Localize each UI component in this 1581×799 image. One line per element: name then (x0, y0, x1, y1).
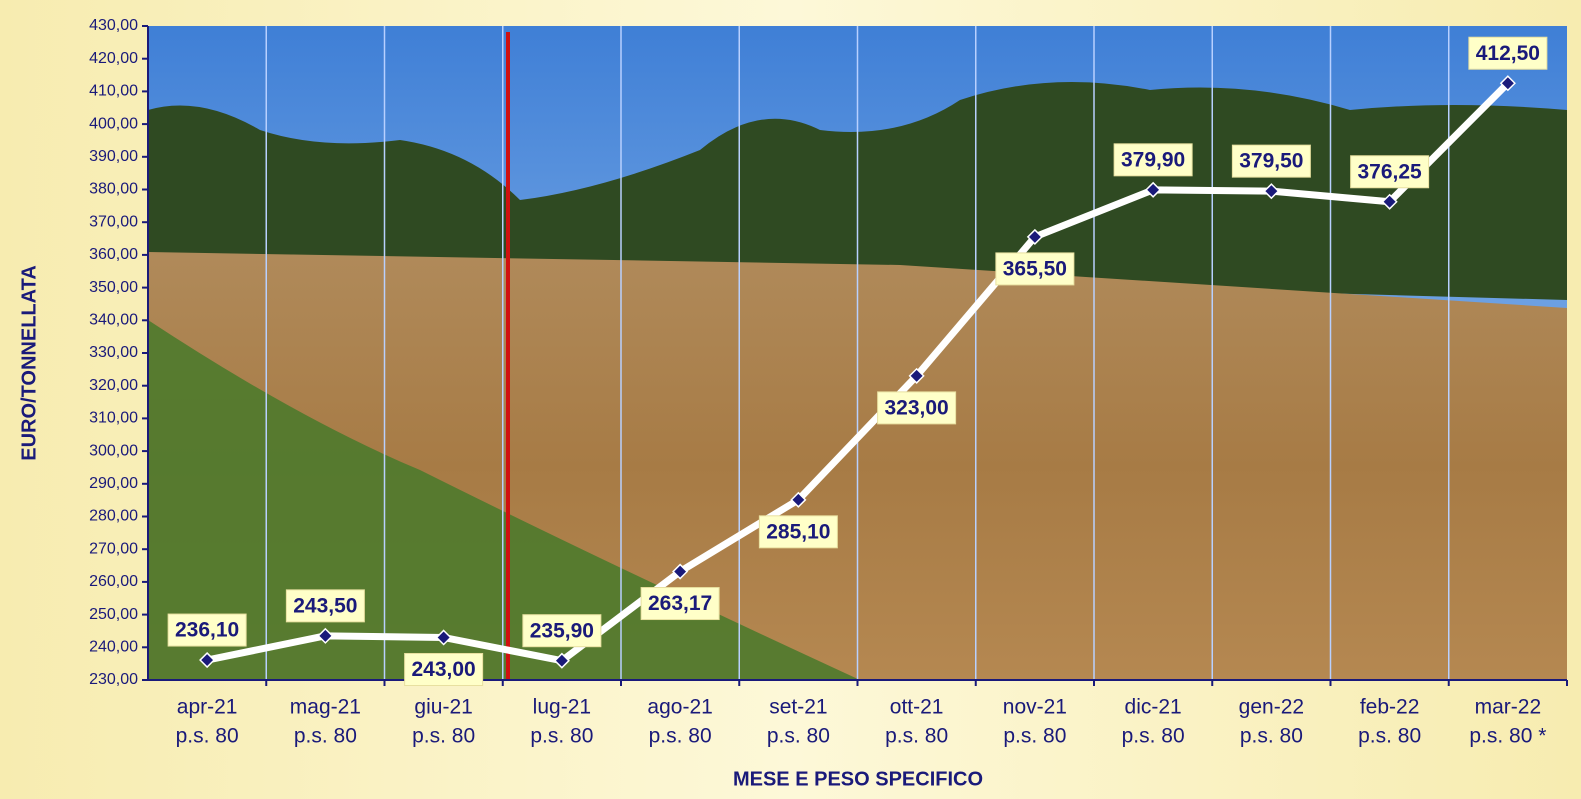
x-tick-label: p.s. 80 (1003, 725, 1066, 748)
value-label-box (1231, 144, 1311, 178)
x-tick-label: p.s. 80 (176, 725, 239, 748)
value-label: 379,50 (1239, 150, 1303, 173)
y-tick-label: 260,00 (89, 573, 138, 590)
x-tick-label: p.s. 80 (1240, 725, 1303, 748)
marker (317, 627, 334, 644)
x-tick-label: mag-21 (290, 696, 361, 719)
value-label-box (167, 613, 247, 647)
x-tick-label: p.s. 80 (767, 725, 830, 748)
value-label: 235,90 (530, 619, 594, 642)
value-label: 263,17 (648, 592, 712, 615)
marker (790, 491, 807, 508)
marker (1145, 181, 1162, 198)
value-label-box (995, 252, 1075, 286)
x-tick-label: p.s. 80 (885, 725, 948, 748)
value-label-box (877, 391, 957, 425)
y-tick-label: 290,00 (89, 475, 138, 492)
x-tick-label: dic-21 (1125, 696, 1182, 719)
y-tick-label: 270,00 (89, 540, 138, 557)
marker (1381, 193, 1398, 210)
y-tick-label: 350,00 (89, 279, 138, 296)
value-label-box (404, 652, 484, 686)
value-label: 243,50 (293, 594, 357, 617)
x-tick-label: p.s. 80 (294, 725, 357, 748)
x-tick-label: p.s. 80 * (1469, 725, 1546, 748)
marker (553, 652, 570, 669)
x-tick-label: feb-22 (1360, 696, 1420, 719)
y-tick-label: 390,00 (89, 148, 138, 165)
y-tick-label: 430,00 (89, 17, 138, 34)
x-tick-label: set-21 (769, 696, 827, 719)
x-tick-label: p.s. 80 (1358, 725, 1421, 748)
value-label-box (285, 589, 365, 623)
x-tick-label: p.s. 80 (530, 725, 593, 748)
x-tick-label: ott-21 (890, 696, 944, 719)
x-tick-label: giu-21 (414, 696, 472, 719)
y-tick-label: 400,00 (89, 115, 138, 132)
x-axis-title: MESE E PESO SPECIFICO (733, 768, 983, 790)
x-tick-label: ago-21 (647, 696, 712, 719)
value-label-box (522, 614, 602, 648)
value-label-box (1113, 143, 1193, 177)
marker (1263, 183, 1280, 200)
y-tick-label: 240,00 (89, 639, 138, 656)
x-tick-label: p.s. 80 (1122, 725, 1185, 748)
marker (672, 563, 689, 580)
x-tick-label: gen-22 (1239, 696, 1304, 719)
x-tick-label: apr-21 (177, 696, 238, 719)
y-tick-label: 410,00 (89, 83, 138, 100)
value-label: 365,50 (1003, 257, 1067, 280)
value-label-box (1468, 36, 1548, 70)
x-tick-label: lug-21 (533, 696, 591, 719)
y-tick-label: 280,00 (89, 508, 138, 525)
y-tick-label: 300,00 (89, 442, 138, 459)
category-separators (265, 26, 1450, 680)
y-tick-label: 330,00 (89, 344, 138, 361)
marker (435, 629, 452, 646)
value-label: 412,50 (1476, 42, 1540, 65)
x-tick-label: mar-22 (1475, 696, 1542, 719)
value-label: 323,00 (885, 396, 949, 419)
marker (908, 367, 925, 384)
x-tick-label: p.s. 80 (412, 725, 475, 748)
value-label-box (1350, 155, 1430, 189)
value-label: 243,00 (412, 658, 476, 681)
value-label: 236,10 (175, 619, 239, 642)
y-axis-title: EURO/TONNELLATA (18, 265, 40, 461)
y-tick-label: 380,00 (89, 181, 138, 198)
value-label: 376,25 (1358, 160, 1423, 183)
y-tick-label: 310,00 (89, 410, 138, 427)
y-tick-label: 250,00 (89, 606, 138, 623)
x-tick-label: nov-21 (1003, 696, 1067, 719)
y-tick-label: 370,00 (89, 213, 138, 230)
y-tick-label: 420,00 (89, 50, 138, 67)
value-label: 379,90 (1121, 148, 1185, 171)
y-tick-label: 230,00 (89, 671, 138, 688)
marker (1499, 75, 1516, 92)
value-label-box (640, 587, 720, 621)
marker (199, 651, 216, 669)
value-label: 285,10 (766, 520, 830, 543)
y-tick-label: 320,00 (89, 377, 138, 394)
x-tick-label: p.s. 80 (649, 725, 712, 748)
value-label-box (758, 515, 838, 549)
y-tick-label: 360,00 (89, 246, 138, 263)
line (206, 80, 1511, 665)
marker (1026, 228, 1043, 245)
y-tick-label: 340,00 (89, 312, 138, 329)
